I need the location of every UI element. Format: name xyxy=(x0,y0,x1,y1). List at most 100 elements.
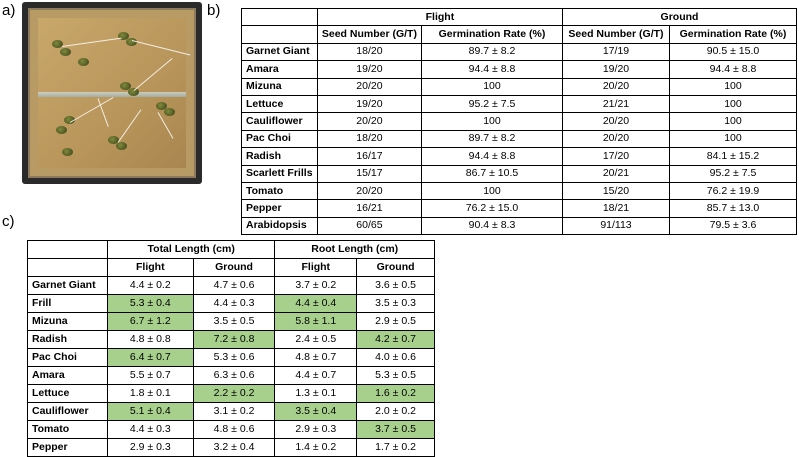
length-table: Total Length (cm) Root Length (cm) Fligh… xyxy=(27,240,435,457)
ground-seed-cell: 20/20 xyxy=(562,112,670,131)
root xyxy=(133,57,173,91)
table-c-group-row: Total Length (cm) Root Length (cm) xyxy=(27,240,435,259)
germination-table: Flight Ground Seed Number (G/T) Germinat… xyxy=(241,7,798,236)
ground-seed-cell: 20/20 xyxy=(562,77,670,96)
table-row: Mizuna 6.7 ± 1.2 3.5 ± 0.5 5.8 ± 1.1 2.9 ± 0… xyxy=(27,312,435,331)
glass-rod xyxy=(38,92,186,97)
root xyxy=(69,97,114,123)
flight-seed-cell: 15/17 xyxy=(316,164,422,183)
empty-cell xyxy=(241,7,318,27)
plant-name-cell: Mizuna xyxy=(27,312,108,331)
flight-seed-cell: 19/20 xyxy=(316,60,422,79)
flight-germination-cell: 94.4 ± 8.8 xyxy=(420,60,564,79)
root-length-header: Root Length (cm) xyxy=(274,240,435,259)
flight-germination-cell: 100 xyxy=(420,181,564,201)
total-flight-cell: 4.8 ± 0.8 xyxy=(106,330,194,349)
flight-seed-header: Seed Number (G/T) xyxy=(316,25,422,44)
root-ground-cell: 3.6 ± 0.5 xyxy=(356,276,435,295)
seed xyxy=(164,108,175,116)
table-row: Tomato 4.4 ± 0.3 4.8 ± 0.6 2.9 ± 0.3 3.7 ± 0… xyxy=(27,420,435,439)
total-flight-cell: 5.1 ± 0.4 xyxy=(106,402,194,421)
ground-germination-cell: 76.2 ± 19.9 xyxy=(668,181,798,201)
table-row: Pepper 2.9 ± 0.3 3.2 ± 0.4 1.4 ± 0.2 1.7 ± 0… xyxy=(27,438,435,457)
root-flight-cell: 3.5 ± 0.4 xyxy=(274,402,358,421)
seedling-photo xyxy=(22,2,202,184)
flight-seed-cell: 16/17 xyxy=(316,147,422,166)
table-row: Scarlett Frills 15/17 86.7 ± 10.5 20/21 95.2… xyxy=(241,164,798,183)
flight-germination-cell: 90.4 ± 8.3 xyxy=(420,216,564,236)
flight-seed-cell: 20/20 xyxy=(316,181,422,201)
plant-name-cell: Scarlett Frills xyxy=(241,164,318,183)
root-flight-cell: 3.7 ± 0.2 xyxy=(274,276,358,295)
plant-name-cell: Cauliflower xyxy=(241,112,318,131)
total-flight-cell: 5.5 ± 0.7 xyxy=(106,366,194,385)
total-ground-cell: 4.7 ± 0.6 xyxy=(192,276,276,295)
flight-seed-cell: 19/20 xyxy=(316,94,422,114)
plant-name-cell: Radish xyxy=(241,147,318,166)
table-row: Pac Choi 6.4 ± 0.7 5.3 ± 0.6 4.8 ± 0.7 4.0 ±… xyxy=(27,348,435,367)
plant-name-cell: Pepper xyxy=(27,438,108,457)
table-row: Cauliflower 20/20 100 20/20 100 xyxy=(241,112,798,131)
table-row: Frill 5.3 ± 0.4 4.4 ± 0.3 4.4 ± 0.4 3.5 ± 0.… xyxy=(27,294,435,313)
root-flight-header: Flight xyxy=(274,258,358,277)
empty-cell xyxy=(27,258,108,277)
flight-seed-cell: 20/20 xyxy=(316,77,422,96)
root-flight-cell: 4.4 ± 0.7 xyxy=(274,366,358,385)
plant-name-cell: Tomato xyxy=(27,420,108,439)
flight-group-header: Flight xyxy=(316,7,564,27)
plant-name-cell: Lettuce xyxy=(241,94,318,114)
ground-group-header: Ground xyxy=(562,7,797,27)
root xyxy=(117,109,142,143)
root-ground-cell: 3.7 ± 0.5 xyxy=(356,420,435,439)
table-row: Garnet Giant 4.4 ± 0.2 4.7 ± 0.6 3.7 ± 0.2 3… xyxy=(27,276,435,295)
flight-germination-cell: 89.7 ± 8.2 xyxy=(420,42,564,62)
ground-germination-cell: 95.2 ± 7.5 xyxy=(668,164,798,183)
total-ground-cell: 2.2 ± 0.2 xyxy=(192,384,276,403)
root-flight-cell: 5.8 ± 1.1 xyxy=(274,312,358,331)
ground-seed-cell: 18/21 xyxy=(562,199,670,218)
total-flight-cell: 4.4 ± 0.3 xyxy=(106,420,194,439)
table-row: Pac Choi 18/20 89.7 ± 8.2 20/20 100 xyxy=(241,129,798,149)
plant-name-cell: Pac Choi xyxy=(27,348,108,367)
panel-label-b: b) xyxy=(207,2,221,19)
ground-germination-cell: 100 xyxy=(668,94,798,114)
root-ground-cell: 1.7 ± 0.2 xyxy=(356,438,435,457)
panel-label-a: a) xyxy=(2,2,16,19)
plant-name-cell: Pepper xyxy=(241,199,318,218)
ground-germination-cell: 90.5 ± 15.0 xyxy=(668,42,798,62)
panel-label-c: c) xyxy=(2,213,15,230)
ground-seed-cell: 15/20 xyxy=(562,181,670,201)
total-flight-header: Flight xyxy=(106,258,194,277)
total-flight-cell: 6.4 ± 0.7 xyxy=(106,348,194,367)
table-row: Garnet Giant 18/20 89.7 ± 8.2 17/19 90.5 ± 1… xyxy=(241,42,798,62)
ground-germination-cell: 84.1 ± 15.2 xyxy=(668,147,798,166)
flight-seed-cell: 20/20 xyxy=(316,112,422,131)
total-ground-header: Ground xyxy=(192,258,276,277)
root-ground-header: Ground xyxy=(356,258,435,277)
total-ground-cell: 3.2 ± 0.4 xyxy=(192,438,276,457)
plant-name-cell: Tomato xyxy=(241,181,318,201)
root xyxy=(131,40,191,56)
ground-seed-cell: 20/20 xyxy=(562,129,670,149)
total-ground-cell: 4.4 ± 0.3 xyxy=(192,294,276,313)
flight-germination-cell: 76.2 ± 15.0 xyxy=(420,199,564,218)
root-ground-cell: 3.5 ± 0.3 xyxy=(356,294,435,313)
flight-seed-cell: 18/20 xyxy=(316,129,422,149)
root xyxy=(61,37,122,47)
ground-germination-cell: 79.5 ± 3.6 xyxy=(668,216,798,236)
flight-germination-cell: 94.4 ± 8.8 xyxy=(420,147,564,166)
seed xyxy=(120,82,131,90)
flight-germination-cell: 86.7 ± 10.5 xyxy=(420,164,564,183)
flight-germination-cell: 89.7 ± 8.2 xyxy=(420,129,564,149)
table-b-group-row: Flight Ground xyxy=(241,7,797,27)
seed xyxy=(116,142,127,150)
plant-name-cell: Mizuna xyxy=(241,77,318,96)
plant-name-cell: Pac Choi xyxy=(241,129,318,149)
root-ground-cell: 4.2 ± 0.7 xyxy=(356,330,435,349)
flight-seed-cell: 16/21 xyxy=(316,199,422,218)
flight-seed-cell: 18/20 xyxy=(316,42,422,62)
table-row: Cauliflower 5.1 ± 0.4 3.1 ± 0.2 3.5 ± 0.4 2.… xyxy=(27,402,435,421)
table-c-subheader-row: Flight Ground Flight Ground xyxy=(27,258,435,277)
ground-seed-cell: 91/113 xyxy=(562,216,670,236)
plant-name-cell: Garnet Giant xyxy=(241,42,318,62)
